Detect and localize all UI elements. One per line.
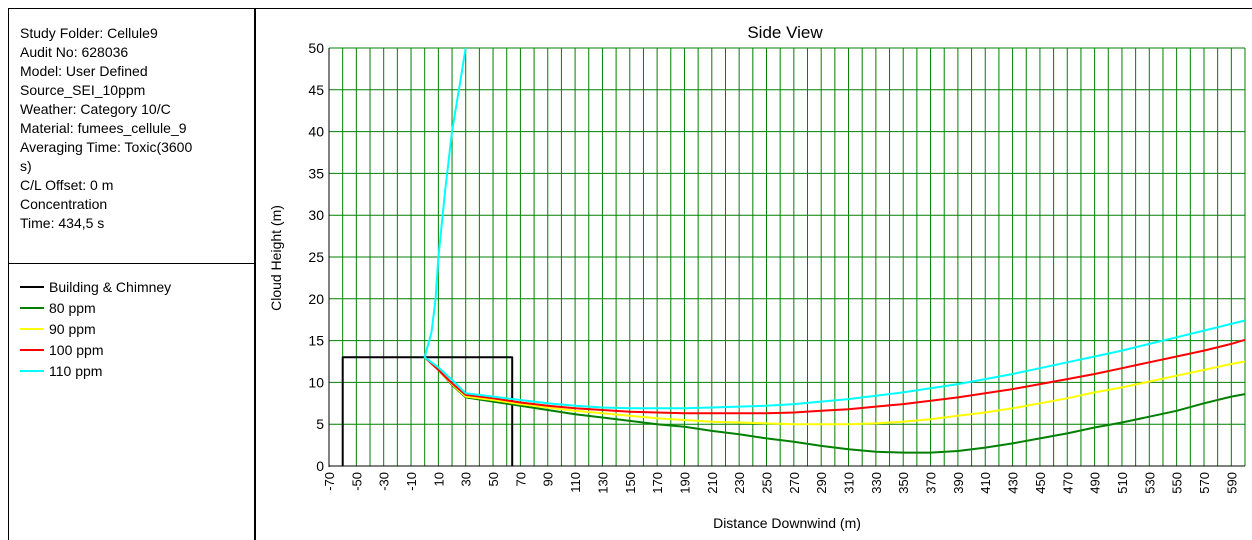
window-top-border [8, 8, 1252, 9]
x-tick-label: 350 [896, 472, 911, 494]
x-tick-label: 530 [1142, 472, 1157, 494]
info-panel: Study Folder: Cellule9 Audit No: 628036 … [8, 8, 256, 265]
y-axis-label: Cloud Height (m) [268, 205, 284, 311]
info-line-source: Source_SEI_10ppm [20, 82, 146, 98]
x-tick-label: 10 [431, 472, 446, 486]
x-tick-label: 590 [1224, 472, 1239, 494]
x-tick-label: 230 [732, 472, 747, 494]
x-tick-label: 450 [1033, 472, 1048, 494]
y-tick-label: 40 [308, 124, 324, 140]
y-tick-label: 30 [308, 207, 324, 223]
x-tick-label: 70 [513, 472, 528, 486]
series-line-building-chimney [341, 356, 514, 466]
y-tick-label: 10 [308, 374, 324, 390]
x-tick-label: 550 [1170, 472, 1185, 494]
legend-item: 110 ppm [20, 360, 254, 381]
x-tick-label: 190 [677, 472, 692, 494]
x-tick-label: 330 [869, 472, 884, 494]
x-tick-label: 150 [623, 472, 638, 494]
info-line-averaging-time: Averaging Time: Toxic(3600 [20, 139, 193, 155]
series-lines [341, 47, 1246, 466]
y-tick-label: 45 [308, 82, 324, 98]
x-tick-label: 110 [568, 472, 583, 493]
legend-swatch [20, 348, 44, 351]
x-tick-label: 270 [787, 472, 802, 494]
legend-label: 100 ppm [49, 341, 104, 358]
x-tick-label: 250 [759, 472, 774, 494]
x-tick-label: 170 [650, 472, 665, 494]
info-line-weather: Weather: Category 10/C [20, 101, 171, 117]
legend-swatch [20, 285, 44, 288]
x-tick-label: 390 [951, 472, 966, 494]
x-tick-label: 470 [1060, 472, 1075, 494]
info-line-time: Time: 434,5 s [20, 215, 105, 231]
info-line-model: Model: User Defined [20, 63, 148, 79]
legend-list: Building & Chimney 80 ppm 90 ppm 100 ppm 110… [9, 264, 254, 381]
x-axis-label: Distance Downwind (m) [713, 515, 861, 531]
series-line-80-ppm [424, 356, 1246, 454]
x-tick-label: 90 [541, 472, 556, 486]
x-tick-label: -10 [404, 472, 419, 491]
legend-item: 90 ppm [20, 318, 254, 339]
legend-swatch [20, 369, 44, 372]
y-tick-label: 25 [308, 249, 324, 265]
info-line-concentration: Concentration [20, 196, 108, 212]
info-lines: Study Folder: Cellule9 Audit No: 628036 … [9, 9, 240, 233]
y-tick-label: 20 [308, 291, 324, 307]
x-tick-label: -70 [322, 472, 337, 491]
x-tick-label: 210 [705, 472, 720, 494]
x-tick-label: 310 [842, 472, 857, 494]
x-tick-label: 410 [978, 472, 993, 494]
x-tick-label: 370 [924, 472, 939, 494]
legend-swatch [20, 306, 44, 309]
info-line-material: Material: fumees_cellule_9 [20, 120, 187, 136]
x-tick-labels: -70 -50 -30 -10 10 30 50 70 90 110 130 150 170 190 210… [322, 472, 1239, 494]
x-tick-label: 30 [459, 472, 474, 486]
x-tick-label: 130 [595, 472, 610, 494]
x-tick-label: 50 [486, 472, 501, 486]
y-tick-label: 0 [316, 458, 324, 474]
info-line-study-folder: Study Folder: Cellule9 [20, 25, 158, 41]
x-tick-label: 570 [1197, 472, 1212, 494]
info-line-audit-no: Audit No: 628036 [20, 44, 129, 60]
legend-swatch [20, 327, 44, 330]
grid [328, 47, 1246, 467]
legend-item: Building & Chimney [20, 276, 254, 297]
legend-panel: Building & Chimney 80 ppm 90 ppm 100 ppm 110… [8, 264, 256, 540]
x-tick-label: 290 [814, 472, 829, 494]
y-tick-label: 5 [316, 416, 324, 432]
axes [328, 48, 1245, 467]
x-tick-label: 490 [1088, 472, 1103, 494]
y-tick-label: 15 [308, 333, 324, 349]
x-tick-label: -30 [377, 472, 392, 491]
series-line-110-ppm [423, 47, 1246, 410]
x-tick-label: 510 [1115, 472, 1130, 494]
x-tick-label: -50 [349, 472, 364, 491]
info-line-cl-offset: C/L Offset: 0 m [20, 177, 114, 193]
legend-label: 80 ppm [49, 299, 96, 316]
legend-label: Building & Chimney [49, 278, 172, 295]
legend-label: 110 ppm [49, 362, 103, 379]
legend-label: 90 ppm [49, 320, 96, 337]
series-line-90-ppm [424, 356, 1246, 426]
y-tick-label: 35 [308, 165, 324, 181]
info-line-averaging-time-cont: s) [20, 158, 32, 174]
y-tick-label: 50 [308, 40, 324, 56]
legend-item: 80 ppm [20, 297, 254, 318]
x-tick-label: 430 [1006, 472, 1021, 494]
series-line-100-ppm [424, 338, 1246, 415]
chart-title: Side View [747, 23, 823, 42]
y-tick-labels: 0 5 10 15 20 25 30 35 40 45 50 [308, 40, 324, 474]
legend-item: 100 ppm [20, 339, 254, 360]
